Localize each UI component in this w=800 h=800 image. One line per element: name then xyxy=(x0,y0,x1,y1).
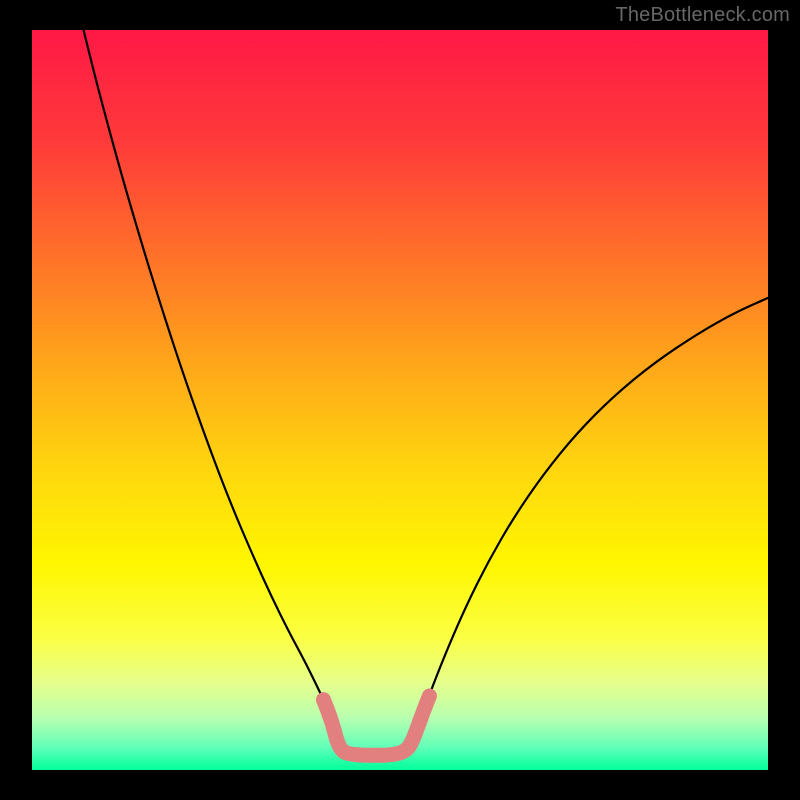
optimal-range-highlight xyxy=(323,696,429,755)
plot-area xyxy=(32,30,768,770)
watermark-text: TheBottleneck.com xyxy=(615,4,790,27)
chart-container: TheBottleneck.com xyxy=(0,0,800,800)
bottleneck-curve xyxy=(84,30,768,755)
